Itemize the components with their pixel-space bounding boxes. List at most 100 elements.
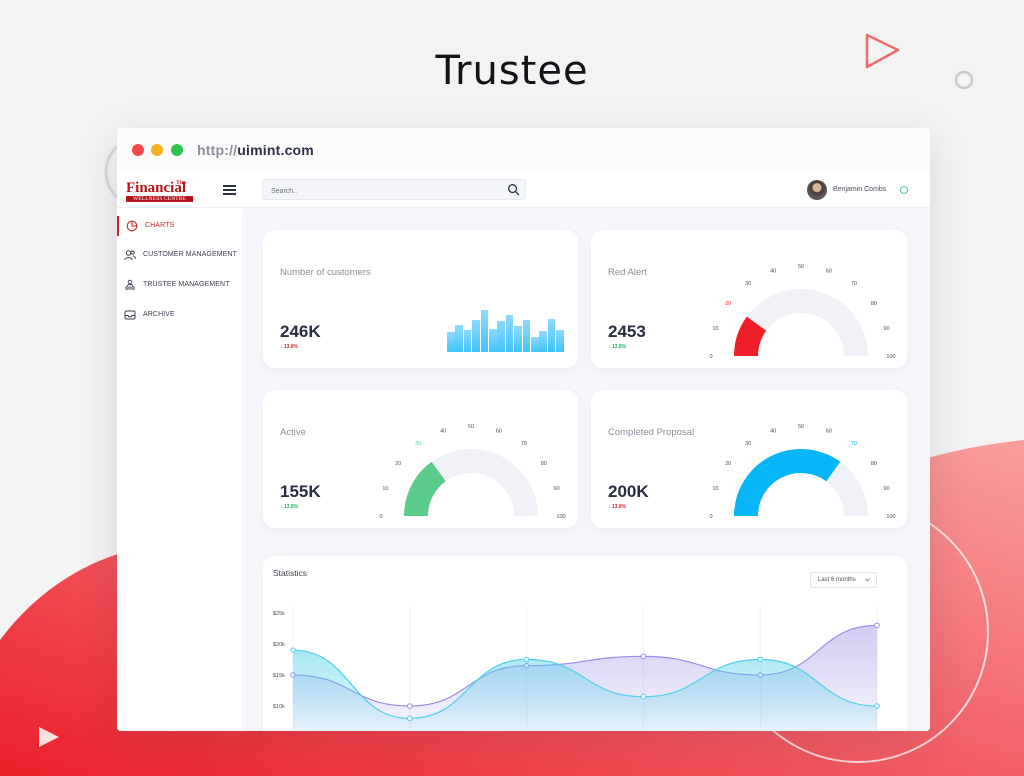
- red-alert-gauge: 0 10 20 30 40 50 60 70 80 90 100: [709, 264, 895, 360]
- customers-bar: [472, 320, 480, 352]
- gauge-tick-label: 70: [851, 441, 857, 447]
- customers-bar: [497, 321, 505, 352]
- customers-bar: [539, 330, 547, 352]
- gauge-tick-label: 40: [440, 428, 446, 434]
- address-bar[interactable]: http://uimint.com: [197, 142, 314, 158]
- gauge-tick-label: 100: [886, 514, 895, 520]
- customers-bar: [489, 329, 497, 352]
- company-logo[interactable]: The Financial WELLNESS CENTRE: [126, 180, 194, 202]
- card-title: Completed Proposal: [608, 427, 695, 438]
- search-input[interactable]: [263, 182, 493, 201]
- gauge-tick-label: 10: [382, 486, 388, 492]
- gauge-tick-label: 60: [826, 268, 832, 274]
- trend-down-icon: ↓: [280, 344, 284, 350]
- gauge-tick-label: 20: [725, 461, 731, 467]
- sidebar-item-label: ARCHIVE: [143, 311, 175, 318]
- search-icon[interactable]: [507, 183, 520, 196]
- card-trend: ↓ 13.8%: [280, 344, 298, 350]
- series-point[interactable]: [523, 656, 530, 663]
- trend-value: 13.8%: [283, 504, 299, 510]
- avatar[interactable]: [807, 180, 827, 200]
- gauge-tick-label: 50: [468, 424, 474, 430]
- trustee-icon: [125, 279, 135, 290]
- completed-proposal-gauge: 0 10 20 30 40 50 60 70 80 90 100: [709, 424, 895, 520]
- gauge-tick-label: 90: [884, 326, 890, 332]
- gauge-tick-label: 80: [871, 301, 877, 307]
- gauge-tick-label: 30: [415, 441, 421, 447]
- series-line: [292, 649, 878, 720]
- gauge-fill: [734, 449, 841, 517]
- trend-value: 13.8%: [611, 344, 627, 350]
- close-window-button[interactable]: [132, 144, 144, 156]
- trend-value: 13.8%: [283, 344, 299, 350]
- customers-bar-chart: [447, 308, 565, 352]
- series-point[interactable]: [407, 703, 413, 709]
- customers-bar: [447, 332, 455, 352]
- card-title: Number of customers: [280, 267, 371, 278]
- logo-sub: WELLNESS CENTRE: [126, 196, 193, 202]
- active-gauge: 0 10 20 30 40 50 60 70 80 90 100: [379, 424, 565, 520]
- browser-title-bar: http://uimint.com: [117, 128, 930, 172]
- customers-bar: [514, 325, 522, 352]
- series-area: [293, 650, 877, 731]
- sidebar-item-label: TRUSTEE MANAGEMENT: [143, 281, 230, 288]
- card-value: 200K: [608, 482, 649, 501]
- minimize-window-button[interactable]: [151, 144, 163, 156]
- time-range-value: Last 6 months: [818, 577, 856, 583]
- card-trend: ↑ 13.8%: [608, 344, 626, 350]
- sidebar-item-archive[interactable]: ARCHIVE: [117, 305, 244, 325]
- sidebar-item-label: CUSTOMER MANAGEMENT: [143, 251, 237, 258]
- gauge-tick-label: 0: [709, 514, 712, 520]
- card-active: Active 155K ↑ 13.8% 0 10 20 30 40 50 60 70 80 90 1…: [263, 390, 578, 528]
- customers-bar: [556, 330, 564, 352]
- customers-bar: [463, 330, 472, 352]
- customers-bar: [480, 310, 489, 352]
- series-point[interactable]: [874, 622, 880, 629]
- chevron-down-icon: [865, 578, 870, 582]
- sidebar-item-charts[interactable]: CHARTS: [117, 216, 244, 236]
- customers-bar: [547, 319, 556, 352]
- trend-value: 13.8%: [611, 504, 627, 510]
- browser-window: http://uimint.com The Financial WELLNESS…: [117, 128, 930, 731]
- gauge-tick-label: 90: [884, 486, 890, 492]
- sidebar-item-trustee-management[interactable]: TRUSTEE MANAGEMENT: [117, 275, 244, 295]
- gauge-tick-label: 90: [554, 486, 560, 492]
- card-title: Red Alert: [608, 267, 648, 278]
- y-tick-label: $25k: [273, 611, 285, 617]
- card-red-alert: Red Alert 2453 ↑ 13.8% 0 10 20 30 40 50 60 70 80…: [591, 230, 907, 368]
- series-point[interactable]: [407, 715, 413, 722]
- customers-bar: [505, 314, 514, 352]
- gauge-tick-label: 70: [851, 281, 857, 287]
- series-point[interactable]: [640, 693, 647, 700]
- gauge-tick-label: 100: [556, 514, 565, 520]
- gauge-tick-label: 20: [395, 461, 401, 467]
- menu-toggle-icon[interactable]: [223, 185, 236, 195]
- gauge-tick-label: 0: [709, 354, 712, 360]
- url-protocol: http://: [197, 142, 238, 158]
- gauge-tick-label: 70: [521, 441, 527, 447]
- gauge-tick-label: 60: [496, 428, 502, 434]
- card-title: Active: [280, 427, 306, 438]
- logo-main: Financial: [126, 180, 187, 196]
- series-point[interactable]: [640, 653, 647, 660]
- pie-chart-icon: [126, 220, 138, 232]
- gauge-tick-label: 20: [725, 301, 731, 307]
- card-value: 246K: [280, 322, 321, 341]
- series-point[interactable]: [290, 647, 296, 653]
- inbox-icon: [124, 310, 136, 320]
- sidebar-item-customer-management[interactable]: CUSTOMER MANAGEMENT: [117, 245, 244, 265]
- gauge-fill: [404, 461, 447, 517]
- series-point[interactable]: [757, 656, 764, 663]
- trend-down-icon: ↓: [608, 504, 612, 510]
- card-value: 155K: [280, 482, 321, 501]
- card-trend: ↓ 13.8%: [608, 504, 626, 510]
- promo-title: Trustee: [435, 48, 589, 94]
- gauge-tick-label: 80: [871, 461, 877, 467]
- series-point[interactable]: [874, 703, 880, 709]
- time-range-select[interactable]: Last 6 months: [810, 572, 877, 588]
- gauge-tick-label: 10: [712, 326, 718, 332]
- gauge-tick-label: 50: [798, 264, 804, 270]
- sidebar: CHARTS CUSTOMER MANAGEMENT TRUSTEE MANAG…: [117, 208, 244, 731]
- gauge-tick-label: 10: [712, 486, 718, 492]
- maximize-window-button[interactable]: [171, 144, 183, 156]
